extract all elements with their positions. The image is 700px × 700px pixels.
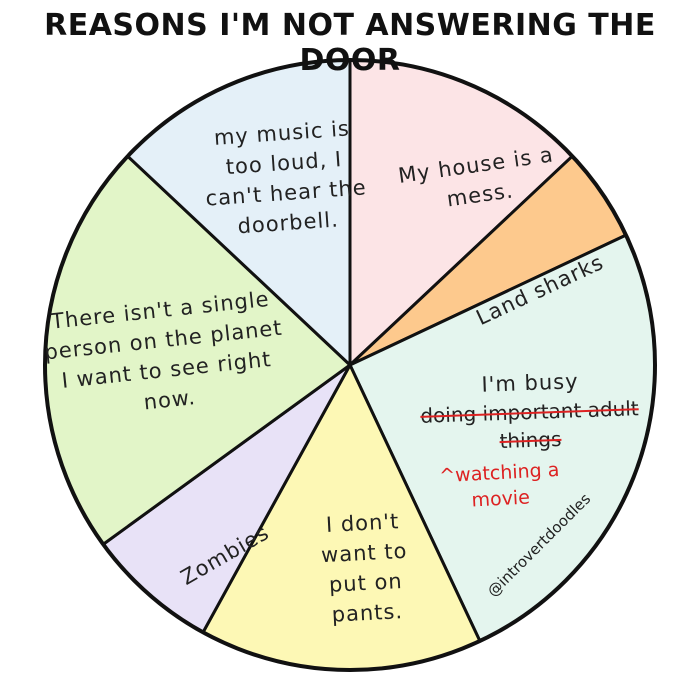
pie-outline: [43, 58, 657, 672]
struck-text: doing important adult things: [419, 396, 640, 454]
chart-title: REASONS I'M NOT ANSWERING THE DOOR: [44, 8, 656, 78]
slice-label: I don't want to put on pants.: [320, 509, 408, 627]
slice-label: There isn't a single person on the plane…: [43, 286, 284, 415]
correction: ^watching a movie: [438, 458, 560, 512]
slice-label: my music is too loud, I can't hear the d…: [204, 116, 368, 239]
